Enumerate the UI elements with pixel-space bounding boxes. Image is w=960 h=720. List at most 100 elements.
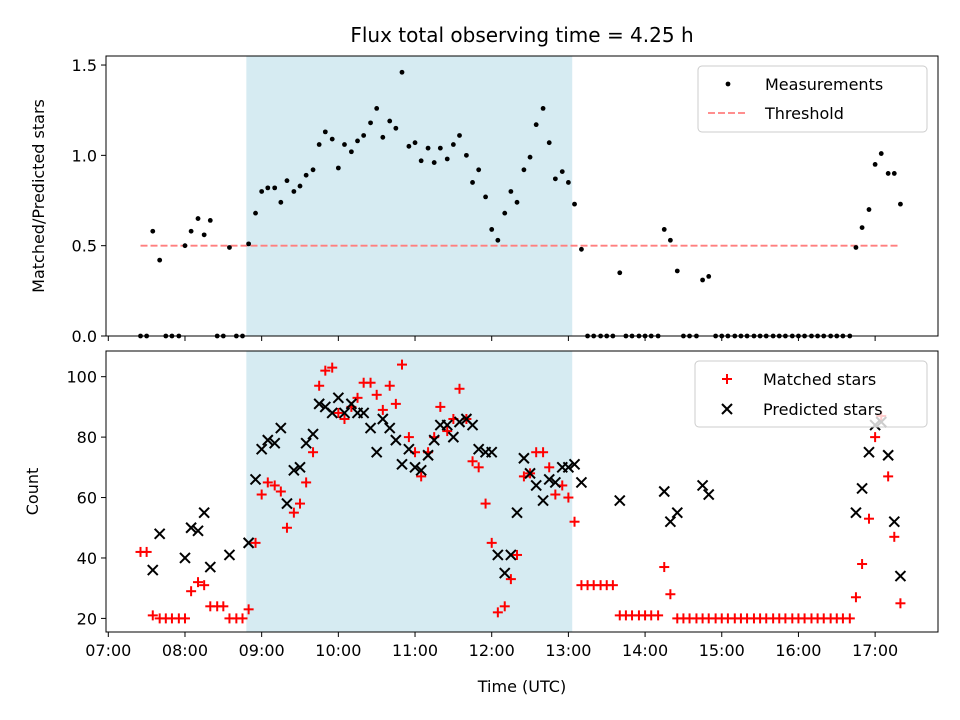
cross-stroke-b (255, 443, 268, 455)
measurement-point (188, 228, 194, 234)
cross-stroke-b (614, 494, 626, 507)
matched-point (895, 598, 906, 609)
legend-cross-icon (721, 403, 733, 415)
cross-stroke-b (300, 437, 312, 449)
predicted-point (894, 570, 907, 582)
predicted-point (268, 437, 281, 449)
matched-point (850, 592, 861, 603)
observing-span-top (246, 56, 573, 336)
legend-label-threshold: Threshold (764, 104, 844, 123)
matched-point (883, 471, 894, 482)
cross-stroke-b (192, 525, 204, 537)
measurement-point (182, 243, 188, 249)
matched-point (352, 392, 363, 403)
x-tick-label: 07:00 (85, 641, 131, 660)
matched-point (193, 577, 204, 588)
measurement-point (157, 257, 163, 263)
cross-stroke-b (492, 549, 504, 561)
matched-point (480, 498, 491, 509)
predicted-point (466, 419, 479, 431)
measurement-point (291, 189, 297, 194)
cross-stroke-b (856, 482, 868, 495)
measurement-point (368, 120, 373, 126)
predicted-point (262, 434, 274, 446)
y-tick-label: 1.5 (72, 56, 97, 75)
predicted-point (664, 516, 677, 528)
matched-point (199, 580, 210, 591)
cross-stroke-b (658, 485, 670, 498)
predicted-point (671, 506, 683, 519)
measurement-point (853, 245, 859, 250)
predicted-point (505, 549, 517, 561)
predicted-point (390, 434, 402, 446)
cross-stroke-b (562, 461, 575, 474)
cross-stroke-b (524, 467, 536, 480)
predicted-point (370, 446, 383, 458)
measurement-point (859, 225, 865, 231)
matched-point (339, 413, 350, 424)
cross-stroke-b (364, 422, 377, 434)
predicted-point (856, 482, 868, 495)
predicted-point (294, 461, 306, 474)
predicted-point (863, 446, 875, 458)
cross-stroke-b (179, 552, 191, 564)
measurement-point (476, 167, 482, 173)
predicted-point (543, 473, 555, 486)
predicted-point (396, 458, 408, 471)
axes-frame-top (105, 55, 939, 337)
x-tick-label: 09:00 (239, 641, 285, 660)
cross-stroke-b (204, 561, 216, 573)
predicted-point (357, 407, 370, 419)
cross-stroke-b (307, 428, 319, 440)
x-tick-label: 10:00 (315, 641, 361, 660)
cross-stroke-b (326, 407, 338, 419)
matched-point (186, 586, 197, 597)
measurement-point (700, 277, 705, 283)
matched-point (435, 401, 446, 412)
measurement-point (872, 161, 878, 167)
legend-label-matched: Matched stars (763, 370, 876, 389)
matched-point (857, 559, 868, 570)
predicted-point (338, 407, 351, 419)
y-tick-label: 80 (77, 428, 97, 447)
matched-point (563, 492, 574, 503)
predicted-point (486, 446, 498, 458)
measurement-point (348, 149, 354, 155)
measurement-point (437, 145, 443, 151)
measurement-point (885, 171, 891, 176)
measurement-point (878, 151, 884, 156)
x-tick-label: 12:00 (469, 641, 515, 660)
cross-stroke-b (185, 522, 197, 534)
matched-point (550, 489, 561, 500)
cross-stroke-b (396, 458, 408, 471)
predicted-point (275, 422, 287, 434)
matched-point (256, 489, 267, 500)
panel-counts: 20 40 60 80 100 07:00 08:00 09:00 10:00 11:00 12:… (23, 350, 939, 696)
cross-stroke-b (403, 443, 415, 455)
y-tick-label: 0.0 (72, 327, 97, 346)
predicted-point (313, 398, 325, 410)
predicted-point (364, 422, 377, 434)
cross-stroke-b (721, 403, 733, 415)
predicted-point (281, 497, 293, 510)
measurement-point (284, 178, 290, 184)
cross-stroke-b (888, 516, 900, 528)
x-tick-label: 14:00 (622, 641, 668, 660)
predicted-point (447, 431, 460, 443)
measurement-point (667, 237, 673, 243)
matched-point (301, 477, 312, 488)
cross-stroke-b (664, 516, 677, 528)
matched-point (569, 516, 580, 527)
measurement-point (355, 138, 360, 144)
cross-stroke-b (549, 476, 562, 489)
cross-stroke-b (499, 567, 511, 579)
matched-point (486, 537, 497, 548)
measurement-point (502, 210, 508, 216)
measurement-point (579, 246, 584, 252)
predicted-point (326, 407, 338, 419)
matched-point (467, 456, 478, 467)
measurement-point (444, 156, 450, 162)
cross-stroke-b (153, 528, 166, 540)
y-tick-label: 20 (77, 609, 97, 628)
